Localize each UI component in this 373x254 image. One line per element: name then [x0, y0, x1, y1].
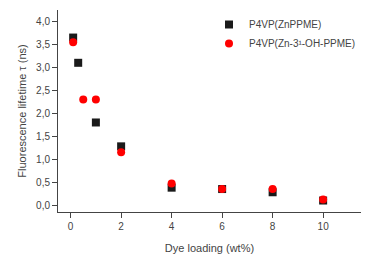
svg-text:P4VP(ZnPPME): P4VP(ZnPPME) — [249, 19, 321, 30]
svg-text:6: 6 — [219, 221, 225, 232]
svg-text:0,0: 0,0 — [36, 200, 50, 211]
svg-text:1,0: 1,0 — [36, 154, 50, 165]
svg-text:3,5: 3,5 — [36, 39, 50, 50]
svg-text:2,0: 2,0 — [36, 108, 50, 119]
svg-text:Fluorescence lifetime τ (ns): Fluorescence lifetime τ (ns) — [16, 44, 28, 177]
svg-text:4,0: 4,0 — [36, 16, 50, 27]
svg-text:1,5: 1,5 — [36, 131, 50, 142]
svg-text:8: 8 — [270, 221, 276, 232]
svg-text:2: 2 — [118, 221, 124, 232]
svg-text:4: 4 — [169, 221, 175, 232]
svg-text:Dye loading (wt%): Dye loading (wt%) — [165, 242, 254, 254]
svg-text:2,5: 2,5 — [36, 85, 50, 96]
svg-text:P4VP(Zn-3¹-OH-PPME): P4VP(Zn-3¹-OH-PPME) — [249, 38, 355, 49]
svg-text:10: 10 — [318, 221, 330, 232]
svg-text:3,0: 3,0 — [36, 62, 50, 73]
svg-text:0,5: 0,5 — [36, 177, 50, 188]
svg-text:0: 0 — [68, 221, 74, 232]
